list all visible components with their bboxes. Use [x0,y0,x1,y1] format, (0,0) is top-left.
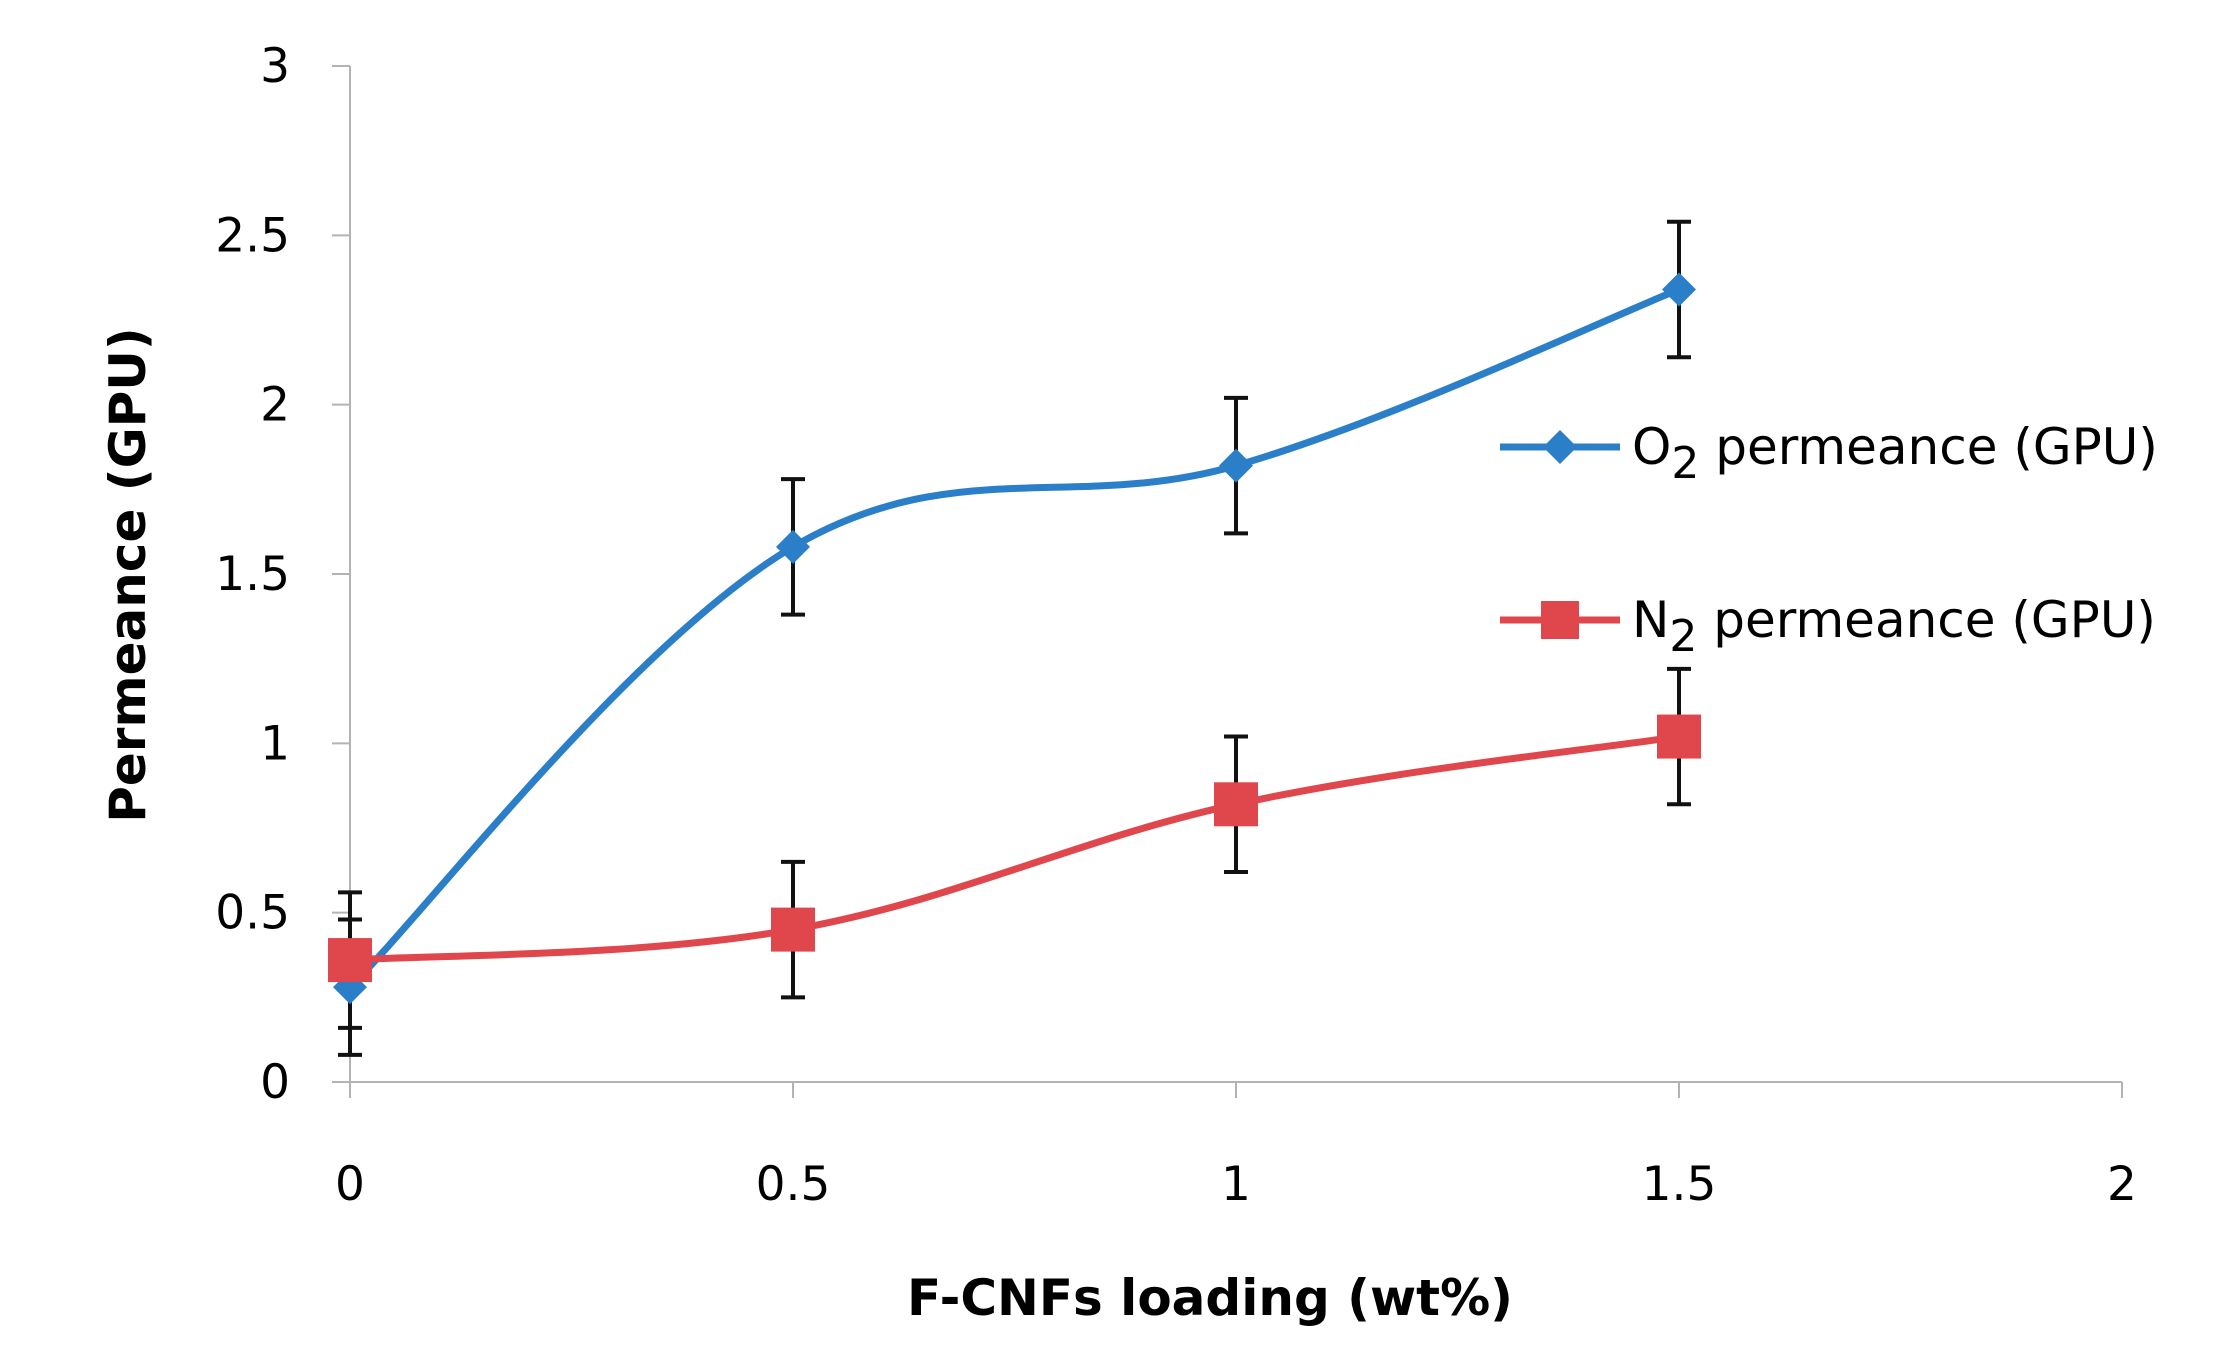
y-tick-label: 0.5 [215,886,290,941]
y-tick-label: 2 [260,378,290,433]
data-point-marker [328,938,372,983]
y-tick-label: 2.5 [215,208,290,263]
y-axis-title: Permeance (GPU) [99,327,157,823]
legend-marker [1543,430,1577,464]
axes: 0 0.5 1 1.5 2 2.5 3 0 0.5 1 1.5 2 [215,39,2137,1212]
legend-marker [1541,601,1579,639]
series-line [346,286,1683,991]
legend-label: N2 permeance (GPU) [1632,591,2156,662]
x-tick-label: 2 [2107,1157,2137,1212]
x-tick-label: 1 [1221,1157,1251,1212]
data-point-marker [1657,714,1701,759]
y-tick-label: 0 [260,1055,290,1110]
legend: O2 permeance (GPU) N2 permeance (GPU) [1500,418,2158,662]
x-axis-title: F-CNFs loading (wt%) [907,1269,1513,1327]
series-square [328,714,1701,983]
series-diamond [333,272,1696,1005]
y-tick-label: 1 [260,716,290,771]
data-point-marker [1662,272,1696,307]
data-point-marker [776,529,810,564]
y-tick-label: 1.5 [215,547,290,602]
legend-label: O2 permeance (GPU) [1632,418,2158,489]
error-bars-group [338,219,1691,1057]
legend-item: N2 permeance (GPU) [1500,591,2156,662]
series-line [346,733,1683,964]
y-tick-label: 3 [260,39,290,94]
x-tick-label: 1.5 [1642,1157,1717,1212]
series-group [328,219,1701,1057]
x-tick-label: 0 [335,1157,365,1212]
legend-item: O2 permeance (GPU) [1500,418,2158,489]
x-tick-label: 0.5 [756,1157,831,1212]
data-point-marker [1219,448,1253,483]
data-point-marker [771,907,815,952]
data-point-marker [1214,782,1258,827]
